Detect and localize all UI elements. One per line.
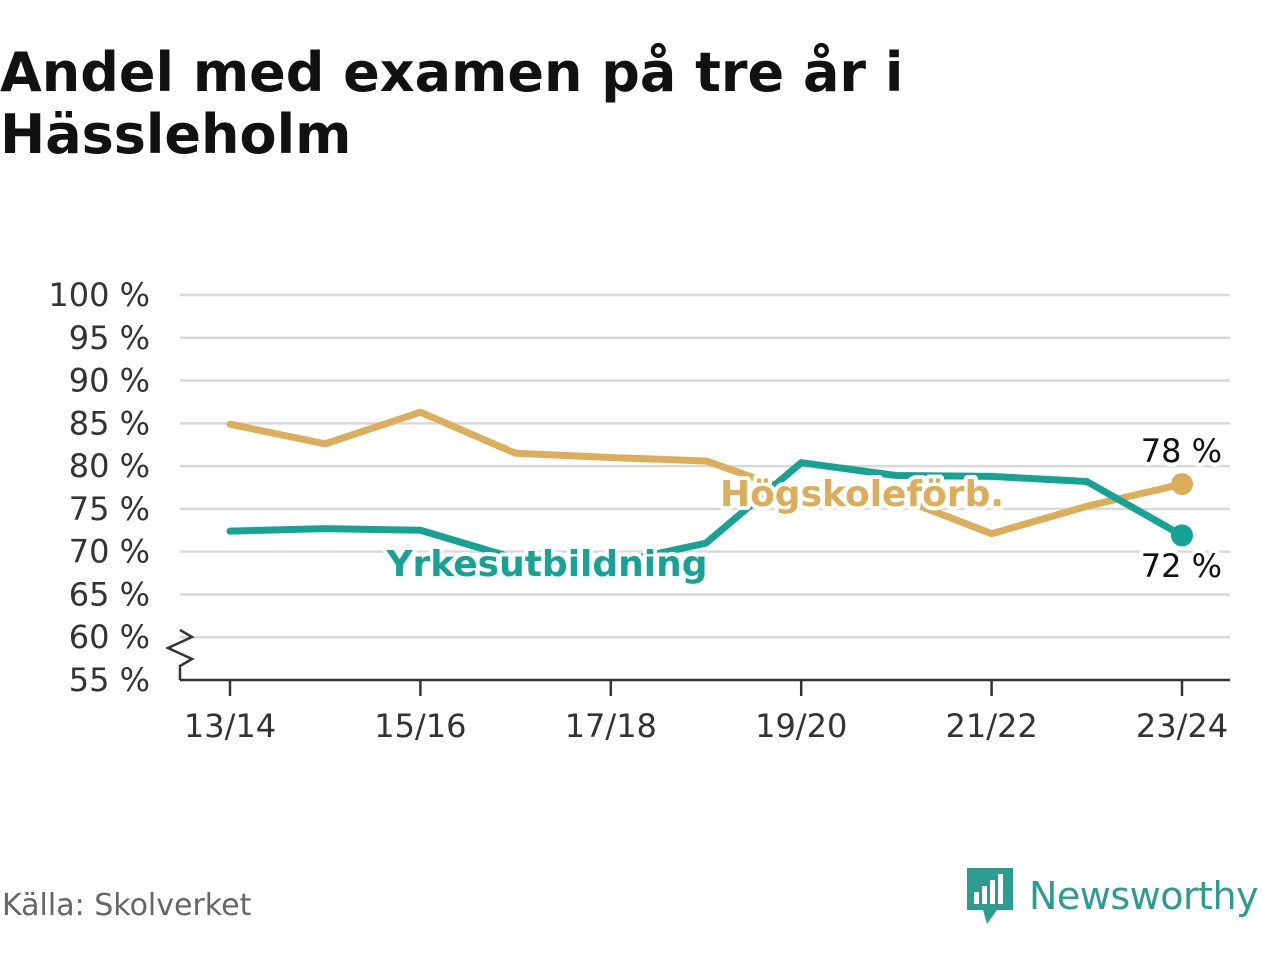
y-tick-label: 65 % — [69, 575, 150, 613]
newsworthy-logo-icon — [967, 868, 1013, 924]
axis-break-icon — [164, 628, 195, 680]
x-tick-label: 15/16 — [374, 707, 466, 745]
series-name-label: Högskoleförb. — [720, 474, 1004, 515]
y-tick-label: 95 % — [69, 319, 150, 357]
y-tick-label: 80 % — [69, 447, 150, 485]
series-line — [226, 408, 1186, 538]
end-value-label: 78 % — [1141, 432, 1222, 470]
y-tick-label: 55 % — [69, 661, 150, 699]
brand-name: Newsworthy — [1029, 874, 1259, 918]
y-tick-label: 90 % — [69, 362, 150, 400]
source-note: Källa: Skolverket — [2, 888, 252, 923]
chart-title: Andel med examen på tre år i Hässleholm — [0, 41, 904, 166]
series-lines — [226, 408, 1193, 568]
series-labels: 78 % 72 % Högskoleförb. Yrkesutbildning — [381, 428, 1226, 589]
x-tick-label: 13/14 — [184, 707, 276, 745]
series-end-point — [1171, 473, 1193, 496]
y-tick-label: 100 % — [48, 276, 150, 314]
gridlines — [180, 293, 1230, 639]
series-line — [226, 459, 1186, 568]
y-tick-label: 75 % — [69, 490, 150, 528]
newsworthy-brand: Newsworthy — [965, 866, 1259, 926]
y-tick-label: 70 % — [69, 533, 150, 571]
y-axis-tick-labels: 100 % 95 % 90 % 85 % 80 % 75 % 70 % 65 % 60 % 55 … — [48, 276, 150, 699]
x-tick-label: 21/22 — [945, 707, 1037, 745]
y-tick-label: 60 % — [69, 618, 150, 656]
series-end-point — [1171, 524, 1193, 547]
x-axis: 13/14 15/16 17/18 19/20 21/22 23/24 — [164, 628, 1230, 745]
x-tick-label: 23/24 — [1136, 707, 1228, 745]
end-value-label: 72 % — [1141, 547, 1222, 585]
y-tick-label: 85 % — [69, 404, 150, 442]
series-name-label: Yrkesutbildning — [385, 544, 707, 585]
x-tick-label: 17/18 — [565, 707, 657, 745]
x-tick-label: 19/20 — [755, 707, 847, 745]
